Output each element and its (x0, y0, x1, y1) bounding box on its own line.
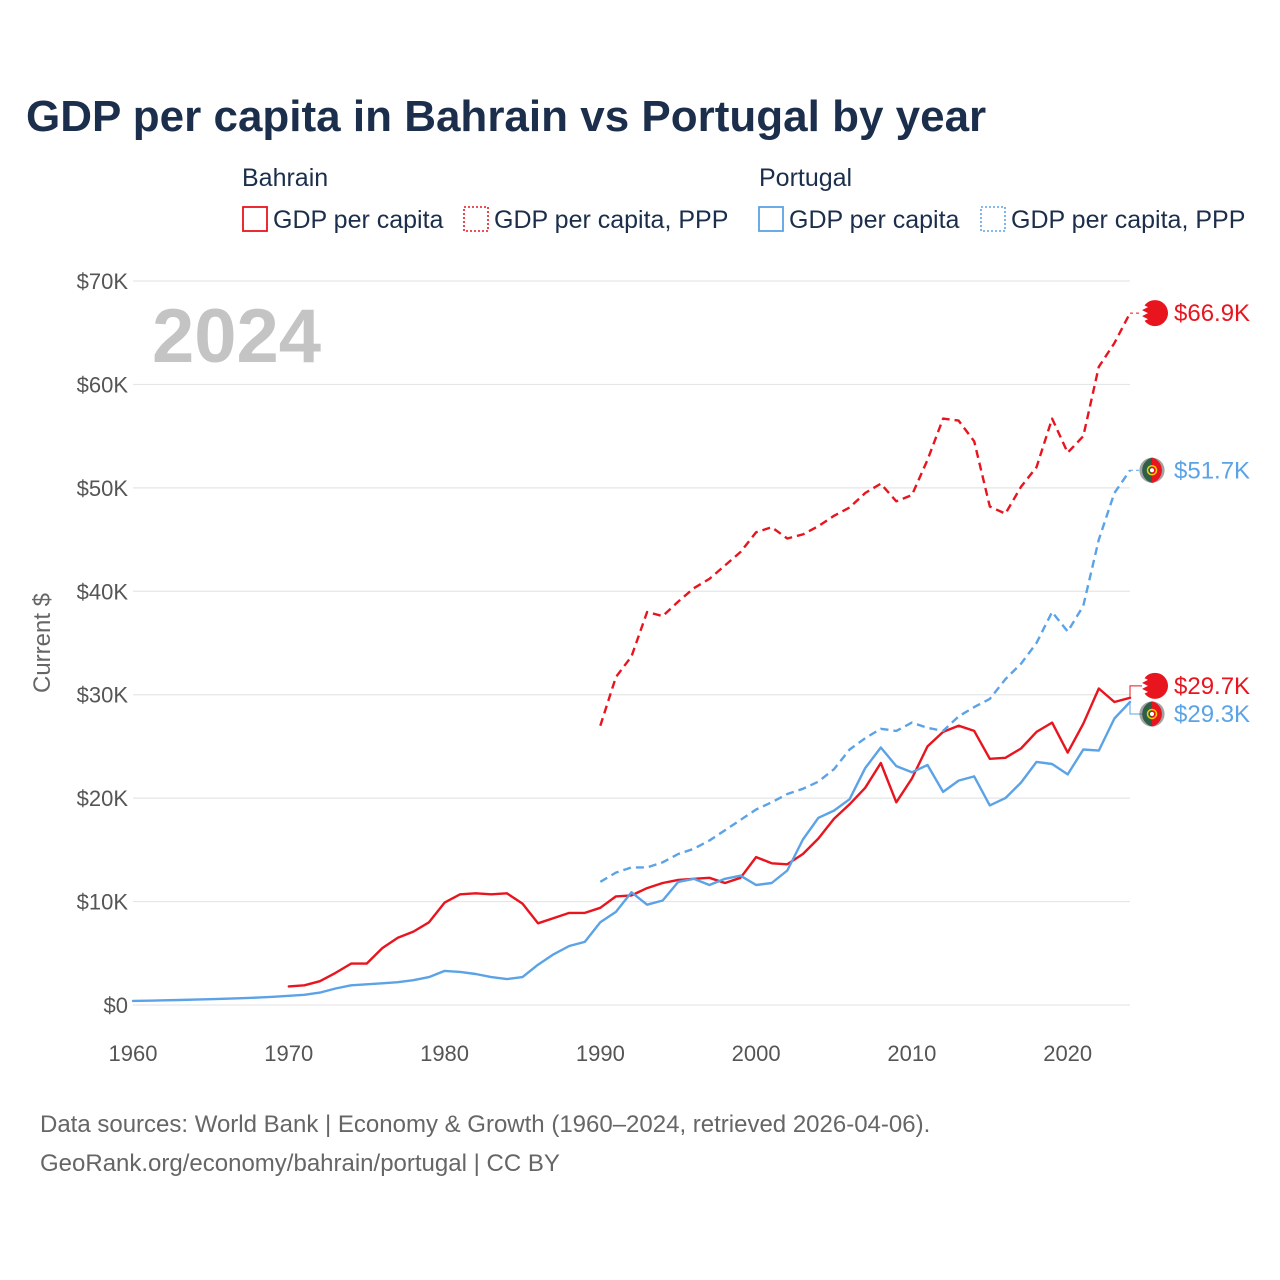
y-tick-labels: $0 $10K $20K $30K $40K $50K $60K $70K (77, 269, 129, 1018)
end-value-label: $51.7K (1174, 457, 1250, 484)
legend-swatch-bahrain-gdp[interactable] (242, 206, 268, 232)
portugal-flag-icon (1139, 701, 1165, 727)
legend-swatch-portugal-gdp[interactable] (758, 206, 784, 232)
legend: Bahrain Portugal GDP per capita GDP per … (242, 164, 1245, 234)
series-line (287, 687, 1132, 988)
bahrain-flag-icon (1142, 300, 1168, 327)
x-tick-label: 1990 (576, 1041, 625, 1066)
legend-label-portugal-ppp[interactable]: GDP per capita, PPP (1011, 206, 1245, 234)
year-display: 2024 (152, 294, 321, 379)
y-tick-label: $50K (77, 476, 129, 501)
series-lines (131, 312, 1132, 1003)
source-line-1: Data sources: World Bank | Economy & Gro… (40, 1111, 930, 1138)
y-axis-label: Current $ (29, 593, 56, 693)
legend-swatch-portugal-ppp[interactable] (980, 206, 1006, 232)
y-tick-label: $10K (77, 890, 129, 915)
source-line-2[interactable]: GeoRank.org/economy/bahrain/portugal | C… (40, 1150, 560, 1177)
x-tick-label: 2010 (887, 1041, 936, 1066)
end-markers: $29.7K $66.9K $29.3K $51.7K (1129, 300, 1250, 728)
y-tick-label: $20K (77, 786, 129, 811)
bahrain-flag-icon (1142, 672, 1168, 699)
x-tick-label: 2020 (1043, 1041, 1092, 1066)
legend-label-bahrain-ppp[interactable]: GDP per capita, PPP (494, 206, 728, 234)
end-value-label: $29.7K (1174, 673, 1250, 700)
marker-connector (1129, 701, 1143, 715)
legend-swatch-bahrain-ppp[interactable] (463, 206, 489, 232)
x-tick-labels: 1960 1970 1980 1990 2000 2010 2020 (109, 1041, 1093, 1066)
bahrain-flag-stripe (1142, 676, 1148, 695)
y-gridlines (133, 280, 1130, 1006)
legend-label-portugal-gdp[interactable]: GDP per capita (789, 206, 960, 234)
y-tick-label: $40K (77, 579, 129, 604)
flag-emblem (1146, 708, 1158, 720)
x-tick-label: 1960 (109, 1041, 158, 1066)
series-line (599, 312, 1132, 727)
flag-emblem-center (1150, 711, 1154, 716)
chart-title: GDP per capita in Bahrain vs Portugal by… (26, 92, 986, 141)
end-value-label: $29.3K (1174, 701, 1250, 728)
flag-emblem (1146, 465, 1158, 476)
portugal-flag-icon (1139, 457, 1165, 483)
bahrain-flag-stripe (1142, 304, 1148, 323)
y-tick-label: $0 (104, 993, 128, 1018)
series-line (131, 700, 1132, 1003)
x-tick-label: 1970 (264, 1041, 313, 1066)
legend-label-bahrain-gdp[interactable]: GDP per capita (273, 206, 444, 234)
marker-connector (1129, 685, 1143, 698)
x-tick-label: 1980 (420, 1041, 469, 1066)
flag-emblem-center (1150, 468, 1154, 473)
y-tick-label: $60K (77, 372, 129, 397)
x-tick-label: 2000 (732, 1041, 781, 1066)
y-tick-label: $70K (77, 269, 129, 294)
legend-group-bahrain: Bahrain (242, 164, 328, 192)
y-tick-label: $30K (77, 683, 129, 708)
end-value-label: $66.9K (1174, 300, 1250, 327)
series-line (599, 469, 1131, 883)
legend-group-portugal: Portugal (759, 164, 852, 192)
